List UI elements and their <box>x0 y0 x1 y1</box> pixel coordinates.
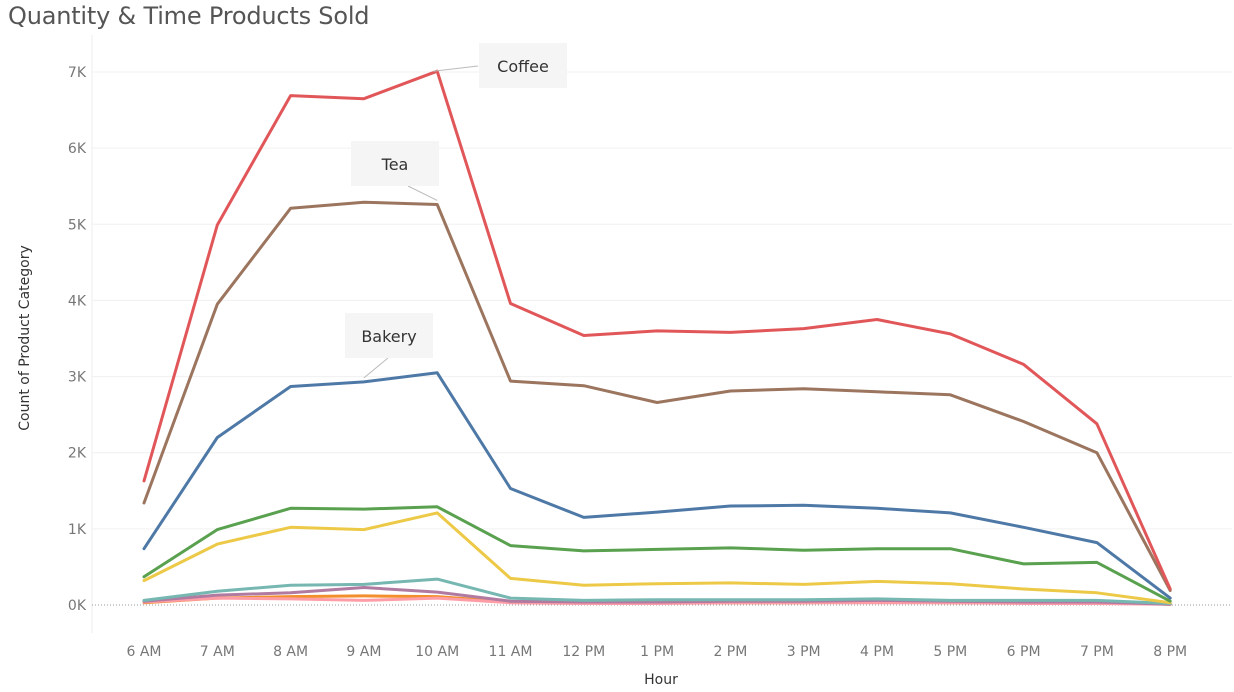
y-axis-ticks: 0K 1K 2K 3K 4K 5K 6K 7K <box>68 65 87 614</box>
grid-lines <box>91 35 1232 633</box>
series-lines <box>142 69 1172 606</box>
x-tick-label: 8 AM <box>273 644 308 660</box>
y-tick-label: 3K <box>68 370 87 386</box>
series-line <box>142 69 1172 591</box>
annotation-leader <box>363 357 389 379</box>
x-tick-label: 7 AM <box>200 644 235 660</box>
x-tick-label: 10 AM <box>415 644 459 660</box>
annotations: Coffee Tea Bakery <box>345 43 567 379</box>
x-tick-label: 2 PM <box>713 644 747 660</box>
y-tick-label: 0K <box>68 598 87 614</box>
x-tick-label: 6 AM <box>126 644 161 660</box>
x-tick-label: 4 PM <box>860 644 894 660</box>
x-tick-label: 3 PM <box>787 644 821 660</box>
x-axis-title: Hour <box>644 672 678 688</box>
series-line <box>142 505 1172 603</box>
x-tick-label: 1 PM <box>640 644 674 660</box>
x-tick-label: 6 PM <box>1007 644 1041 660</box>
y-tick-label: 2K <box>68 446 87 462</box>
y-tick-label: 5K <box>68 217 87 233</box>
y-tick-label: 7K <box>68 65 87 81</box>
series-line <box>142 511 1172 605</box>
y-tick-label: 1K <box>68 522 87 538</box>
annotation-box <box>345 313 433 358</box>
x-tick-label: 5 PM <box>933 644 967 660</box>
y-axis-title: Count of Product Category <box>17 245 33 431</box>
y-tick-label: 6K <box>68 141 87 157</box>
annotation-box <box>479 43 567 88</box>
series-line <box>142 200 1172 592</box>
chart-title: Quantity & Time Products Sold <box>8 2 370 30</box>
annotation-box <box>351 141 439 186</box>
y-tick-label: 4K <box>68 293 87 309</box>
annotation-label: Coffee <box>497 57 549 76</box>
x-tick-label: 9 AM <box>346 644 381 660</box>
annotation-label: Bakery <box>361 327 416 346</box>
series-line <box>142 371 1172 600</box>
x-tick-label: 11 AM <box>489 644 533 660</box>
series-line <box>142 577 1172 605</box>
x-axis-ticks: 6 AM 7 AM 8 AM 9 AM 10 AM 11 AM 12 PM 1 PM 2 PM 3… <box>126 644 1187 660</box>
annotation-leader <box>407 185 438 201</box>
x-tick-label: 12 PM <box>562 644 605 660</box>
x-tick-label: 8 PM <box>1153 644 1187 660</box>
annotation-leader <box>433 65 479 72</box>
annotation-label: Tea <box>381 155 409 174</box>
x-tick-label: 7 PM <box>1080 644 1114 660</box>
